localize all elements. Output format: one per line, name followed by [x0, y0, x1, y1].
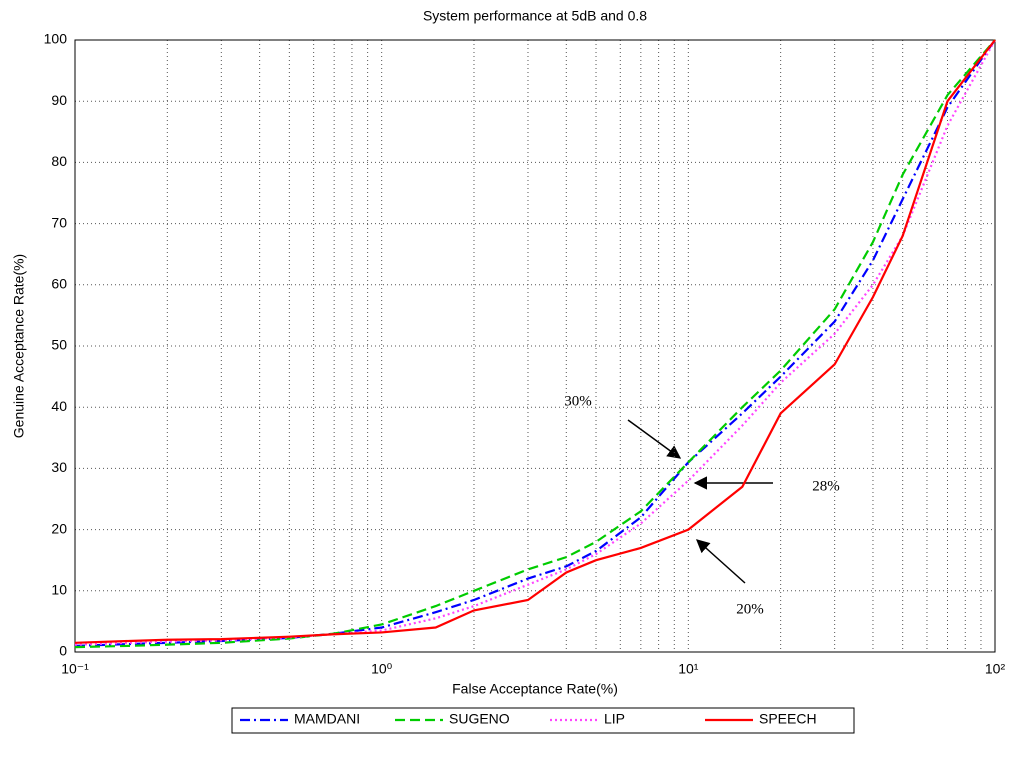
x-tick-label: 10⁻¹ [61, 661, 89, 677]
y-tick-label: 40 [51, 398, 67, 414]
y-tick-label: 30 [51, 459, 67, 475]
legend-label: MAMDANI [294, 711, 360, 727]
y-tick-label: 90 [51, 92, 67, 108]
y-axis-label: Genuine Acceptance Rate(%) [11, 254, 27, 438]
y-tick-label: 20 [51, 520, 67, 536]
annotation: 20% [736, 601, 764, 617]
annotation: 30% [564, 393, 592, 409]
x-tick-label: 10⁰ [371, 661, 393, 677]
series-line [74, 39, 996, 649]
y-tick-label: 80 [51, 153, 67, 169]
legend-label: SPEECH [759, 711, 817, 727]
series-line [74, 39, 996, 644]
y-tick-label: 100 [44, 31, 68, 47]
y-tick-label: 0 [59, 643, 67, 659]
series-line [74, 39, 996, 646]
y-tick-label: 60 [51, 276, 67, 292]
legend-label: LIP [604, 711, 625, 727]
y-tick-label: 10 [51, 582, 67, 598]
plot-frame [74, 39, 996, 653]
y-tick-label: 70 [51, 214, 67, 230]
chart-title: System performance at 5dB and 0.8 [423, 8, 647, 24]
x-axis-label: False Acceptance Rate(%) [452, 681, 618, 697]
arrow [695, 539, 746, 584]
series-line [74, 39, 996, 647]
annotation: 28% [812, 478, 840, 494]
arrow [627, 419, 682, 459]
y-tick-label: 50 [51, 337, 67, 353]
x-tick-label: 10² [985, 661, 1006, 677]
legend-label: SUGENO [449, 711, 510, 727]
x-tick-label: 10¹ [678, 661, 699, 677]
